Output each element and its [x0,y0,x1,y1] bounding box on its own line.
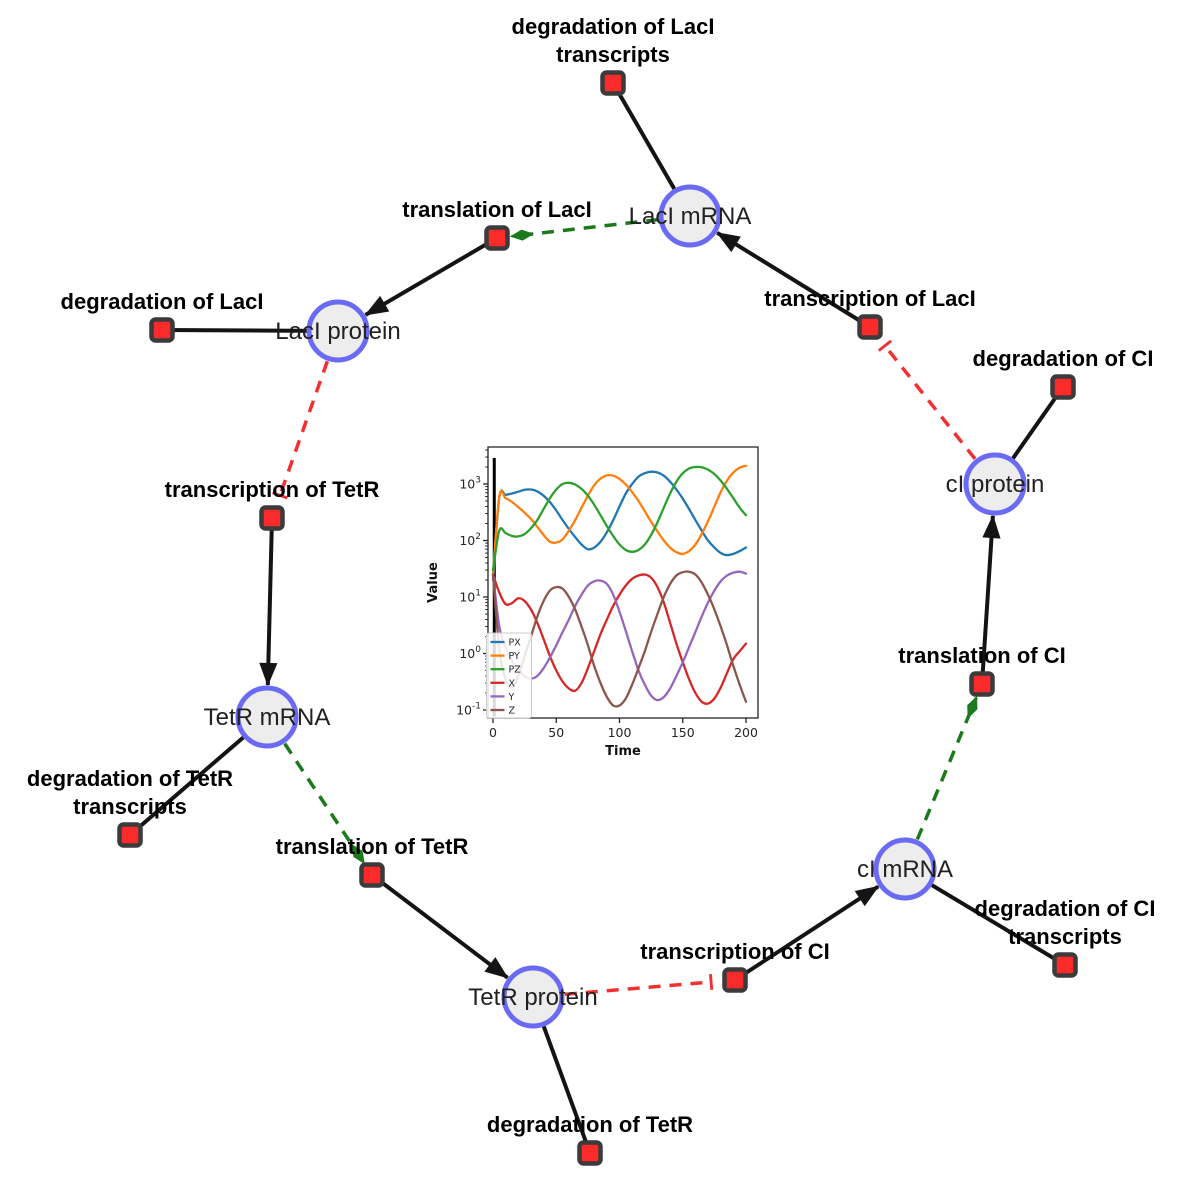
reaction-label-deg_ci_tx-line1: degradation of CI [975,896,1156,921]
edge-product-txn_laci-laci_mrna [716,231,872,329]
x-tick-label: 200 [734,725,758,740]
species-label-laci_protein: LacI protein [275,318,400,345]
species-node-laci_mrna [658,184,722,248]
x-tick-label: 0 [489,725,497,740]
labels-layer: degradation of LacI transcripts translatio… [27,14,1156,1137]
edge-product-trans_tetr-tetr_protein [370,873,509,980]
species-label-tetr_protein: TetR protein [468,984,597,1011]
edge-inhibitor-ci_protein-txn_laci [877,339,977,461]
edge-inhibitor-tetr_protein-txn_ci [564,974,714,997]
reaction-label-deg_laci: degradation of LacI [61,289,264,314]
chart-plot-background [488,447,758,718]
edge-product-txn_tetr-tetr_mrna [259,517,278,687]
reaction-label-trans_tetr: translation of TetR [276,834,469,859]
legend-label-PY: PY [509,651,521,662]
series-line-Z [491,570,748,708]
edge-product-trans_ci-ci_protein [980,514,1001,685]
species-node-ci_protein [963,452,1027,516]
nodes-layer [117,70,1078,1166]
reaction-label-txn_ci: transcription of CI [640,939,829,964]
reaction-label-deg_tetr: degradation of TetR [487,1112,693,1137]
species-node-tetr_mrna [235,685,299,749]
reaction-node-deg_ci [1050,374,1076,400]
reaction-node-deg_tetr [577,1140,603,1166]
reaction-node-txn_laci [857,314,883,340]
y-tick-label: 10-1 [456,702,481,718]
reaction-node-txn_tetr [259,505,285,531]
legend-label-Z: Z [509,706,516,717]
y-tick-label: 103 [459,476,481,492]
species-node-ci_mrna [873,837,937,901]
reaction-node-trans_ci [969,671,995,697]
y-tick-label: 101 [459,589,481,605]
x-tick-label: 150 [671,725,695,740]
species-label-laci_mrna: LacI mRNA [629,203,752,230]
reaction-label-txn_laci: transcription of LacI [764,286,975,311]
reaction-label-deg_laci_tx-line1: degradation of LacI [512,14,715,39]
reaction-label-deg_tetr_tx-line1: degradation of TetR [27,766,233,791]
chart-spines [487,446,759,719]
species-label-ci_protein: cI protein [946,471,1045,498]
y-axis-label: Value [426,562,441,603]
reaction-node-deg_laci_tx [600,70,626,96]
reaction-node-trans_tetr [359,862,385,888]
series-line-PZ [491,465,748,572]
series-line-Y [491,570,748,702]
chart-legend: PX PY PZ XYZ [486,632,532,719]
reaction-label-deg_ci: degradation of CI [973,346,1154,371]
legend-label-Y: Y [508,692,515,703]
reaction-label-deg_laci_tx-line2: transcripts [556,42,670,67]
reaction-node-trans_laci [484,225,510,251]
edge-modifier-ci_mrna-trans_ci [915,695,978,841]
reaction-node-deg_tetr_tx [117,822,143,848]
y-tick-label: 100 [459,645,481,661]
edge-product-txn_ci-ci_mrna [733,884,880,982]
reaction-label-trans_ci: translation of CI [898,643,1065,668]
species-node-laci_protein [306,299,370,363]
legend-label-X: X [509,678,516,689]
y-tick-label: 102 [459,532,481,548]
reaction-label-deg_tetr_tx-line2: transcripts [73,794,187,819]
species-node-tetr_protein [501,965,565,1029]
reaction-label-trans_laci: translation of LacI [402,197,591,222]
edge-inhibitor-laci_protein-txn_tetr [272,360,329,500]
legend-label-PX: PX [509,638,522,649]
reaction-label-txn_tetr: transcription of TetR [165,477,380,502]
reaction-node-deg_ci_tx [1052,952,1078,978]
edge-modifier-laci_mrna-trans_laci [509,217,659,241]
x-tick-label: 50 [548,725,564,740]
species-label-tetr_mrna: TetR mRNA [204,704,331,731]
simulation-inset-chart: 0 50 100 150 20010-1100101102103TimeValuePXP… [426,446,759,759]
reaction-node-deg_laci [149,317,175,343]
edge-product-trans_laci-laci_protein [364,236,499,317]
species-label-ci_mrna: cI mRNA [857,856,953,883]
x-tick-label: 100 [608,725,632,740]
x-axis-label: Time [605,744,641,759]
legend-label-PZ: PZ [509,665,522,676]
edge-modifier-tetr_mrna-trans_tetr [283,742,366,865]
chart-series-layer [491,458,748,717]
reaction-node-txn_ci [722,967,748,993]
reaction-label-deg_ci_tx-line2: transcripts [1008,924,1122,949]
